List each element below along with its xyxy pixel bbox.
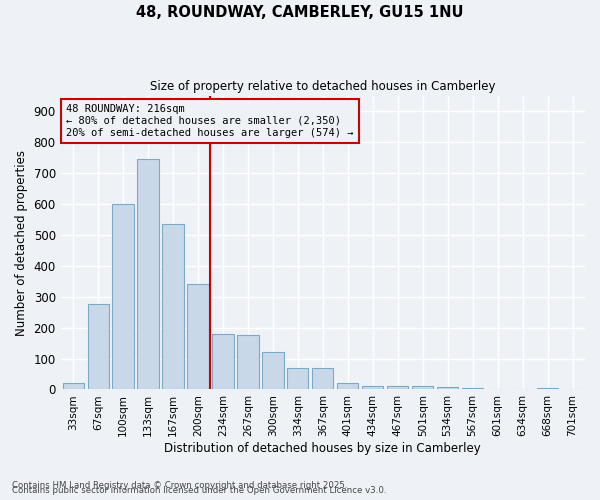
Text: Contains HM Land Registry data © Crown copyright and database right 2025.: Contains HM Land Registry data © Crown c…: [12, 481, 347, 490]
Text: Contains public sector information licensed under the Open Government Licence v3: Contains public sector information licen…: [12, 486, 386, 495]
Bar: [88, 304, 109, 390]
Y-axis label: Number of detached properties: Number of detached properties: [15, 150, 28, 336]
Bar: [437, 387, 458, 390]
Bar: [187, 284, 209, 390]
Bar: [337, 382, 358, 390]
Bar: [287, 368, 308, 390]
Bar: [112, 204, 134, 390]
Bar: [238, 336, 259, 390]
Text: 48, ROUNDWAY, CAMBERLEY, GU15 1NU: 48, ROUNDWAY, CAMBERLEY, GU15 1NU: [136, 5, 464, 20]
Bar: [412, 386, 433, 390]
Bar: [262, 352, 284, 390]
Bar: [362, 386, 383, 390]
Bar: [137, 159, 158, 390]
Bar: [387, 386, 409, 390]
Bar: [212, 334, 233, 390]
Bar: [537, 388, 558, 390]
Bar: [462, 388, 483, 390]
Bar: [62, 382, 84, 390]
Text: 48 ROUNDWAY: 216sqm
← 80% of detached houses are smaller (2,350)
20% of semi-det: 48 ROUNDWAY: 216sqm ← 80% of detached ho…: [66, 104, 353, 138]
Title: Size of property relative to detached houses in Camberley: Size of property relative to detached ho…: [150, 80, 496, 93]
Bar: [312, 368, 334, 390]
Bar: [163, 224, 184, 390]
X-axis label: Distribution of detached houses by size in Camberley: Distribution of detached houses by size …: [164, 442, 481, 455]
